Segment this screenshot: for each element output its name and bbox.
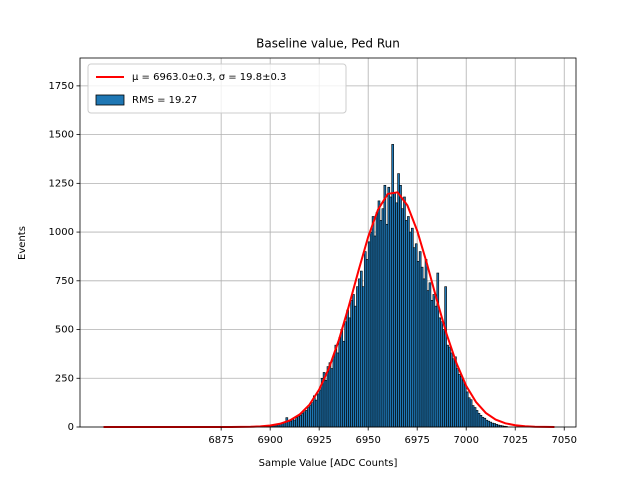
ticks: 6875 6900 6925 6950 6975 7000 7025 7050 0 250 500 7… <box>49 81 577 446</box>
y-tick-label: 250 <box>55 373 74 384</box>
y-tick-label: 750 <box>55 276 74 287</box>
x-tick-label: 6975 <box>404 435 429 446</box>
y-tick-label: 1750 <box>49 81 74 92</box>
x-tick-label: 7050 <box>552 435 577 446</box>
x-axis-label: Sample Value [ADC Counts] <box>259 458 398 469</box>
y-axis-label: Events <box>17 226 28 260</box>
legend-box <box>87 63 347 114</box>
x-tick-label: 6900 <box>257 435 282 446</box>
chart-title: Baseline value, Ped Run <box>256 37 400 51</box>
legend: μ = 6963.0±0.3, σ = 19.8±0.3 RMS = 19.27 <box>87 63 347 114</box>
plot-frame <box>79 57 577 428</box>
x-tick-label: 7000 <box>453 435 478 446</box>
legend-label: RMS = 19.27 <box>132 95 197 106</box>
x-tick-label: 6925 <box>306 435 331 446</box>
y-tick-label: 1000 <box>49 227 74 238</box>
bars <box>260 144 508 428</box>
x-tick-label: 7025 <box>502 435 527 446</box>
x-tick-label: 6950 <box>355 435 380 446</box>
y-tick-label: 0 <box>68 422 74 433</box>
y-tick-label: 1250 <box>49 178 74 189</box>
y-tick-label: 1500 <box>49 130 74 141</box>
legend-label: μ = 6963.0±0.3, σ = 19.8±0.3 <box>132 72 286 83</box>
legend-patch <box>95 94 125 106</box>
y-tick-label: 500 <box>55 325 74 336</box>
x-tick-label: 6875 <box>208 435 233 446</box>
